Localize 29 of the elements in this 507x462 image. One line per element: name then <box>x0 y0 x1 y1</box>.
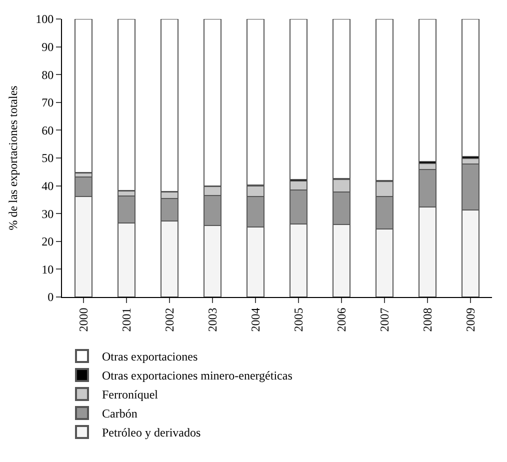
legend-label: Otras exportaciones minero-energéticas <box>102 368 293 383</box>
x-tick-label: 2002 <box>162 308 176 332</box>
legend-label: Ferroníquel <box>102 388 159 402</box>
legend-label: Otras exportaciones <box>102 350 198 364</box>
y-tick-label: 0 <box>48 290 54 304</box>
x-tick-label: 2004 <box>248 308 262 332</box>
x-tick-label: 2008 <box>420 308 434 332</box>
x-tick-label: 2009 <box>463 308 478 332</box>
x-tick-label: 2001 <box>119 308 134 332</box>
y-tick-label: 100 <box>36 12 54 26</box>
x-tick-label: 2005 <box>291 308 306 332</box>
x-tick-label: 2007 <box>377 308 392 332</box>
y-tick-label: 10 <box>42 262 54 276</box>
legend-label: Petróleo y derivados <box>102 426 201 440</box>
y-tick-label: 70 <box>42 96 54 110</box>
x-tick-label: 2003 <box>205 308 220 332</box>
y-tick-label: 30 <box>42 206 54 221</box>
legend-label: Carbón <box>102 406 138 421</box>
y-tick-label: 50 <box>42 151 54 166</box>
y-tick-label: 20 <box>42 234 54 249</box>
y-tick-label: 90 <box>42 40 54 54</box>
y-axis-title: % de las exportaciones totales <box>6 85 20 230</box>
bar <box>461 19 480 157</box>
y-tick-label: 80 <box>42 68 54 82</box>
y-tick-label: 40 <box>42 179 54 193</box>
x-tick-label: 2000 <box>76 308 90 332</box>
x-tick-label: 2006 <box>334 308 348 332</box>
y-tick-label: 60 <box>42 123 54 138</box>
bar <box>418 19 437 162</box>
